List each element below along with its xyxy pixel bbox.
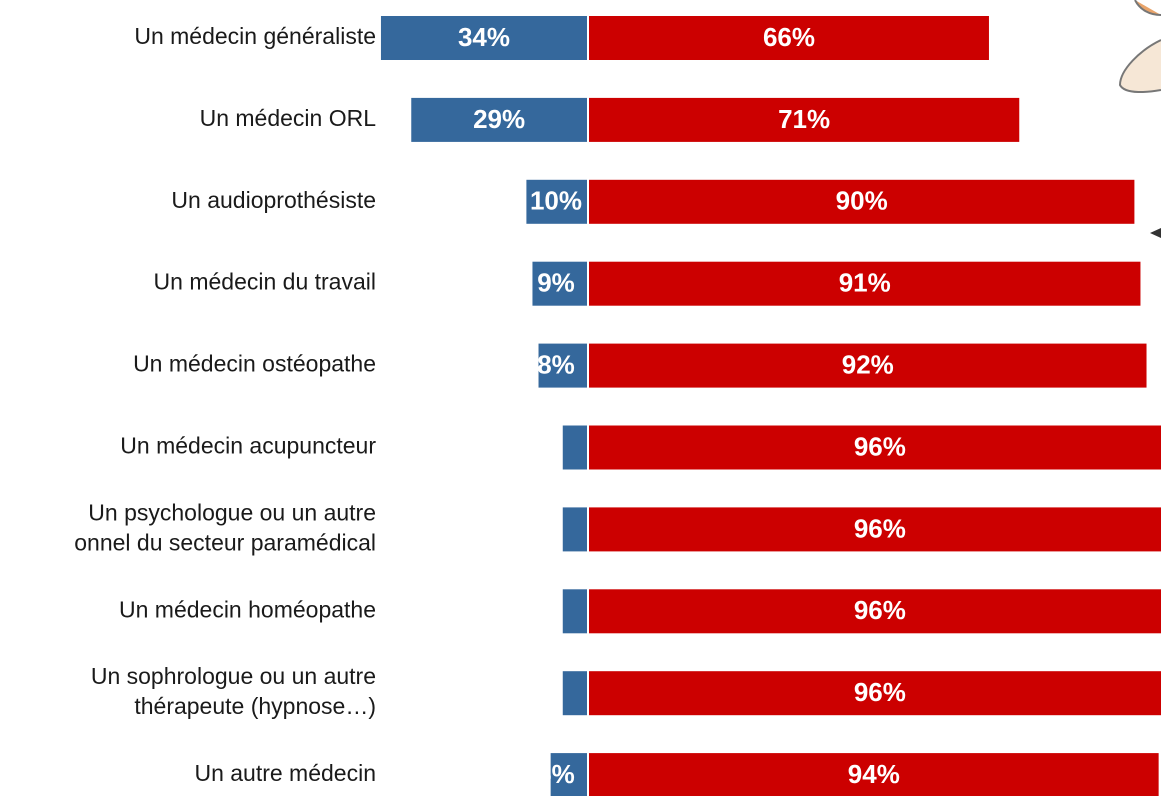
value-label: 96% [854,595,906,625]
category-label: Un médecin ostéopathe [133,351,376,377]
bar-positive [589,179,1135,224]
value-label: 6% [537,759,575,789]
value-label: 9% [537,268,575,298]
bar-positive [589,16,989,60]
bar-negative [411,97,587,142]
bar-negative [562,507,587,552]
bar-positive [589,753,1159,796]
category-label: Un médecin homéopathe [119,596,376,622]
category-label: Un médecin ORL [200,105,377,131]
value-label: 29% [473,104,525,134]
decoration [1118,0,1161,238]
bar-positive [589,671,1161,716]
category-label: Un sophrologue ou un autre thérapeute (hy… [91,663,376,719]
value-label: 66% [763,22,815,52]
category-label: Un autre médecin [194,760,376,786]
ear-illustration [1118,39,1161,93]
value-label: 96% [854,513,906,543]
bar-positive [589,97,1020,142]
bar-positive [589,425,1161,470]
bar-positive [589,261,1141,306]
value-label: 8% [537,349,575,379]
bar-negative [562,671,587,716]
category-label: Un psychologue ou un autre onnel du secte… [74,499,376,555]
category-label: Un médecin du travail [154,269,376,295]
value-label: 96% [854,677,906,707]
bar-negative [380,16,587,60]
arrow-tip [1150,228,1161,238]
bar-positive [589,507,1161,552]
hand-illustration [1134,0,1161,16]
bar-negative [562,589,587,634]
value-label: 91% [839,268,891,298]
value-label: 94% [848,759,900,789]
value-label: 90% [836,186,888,216]
bar-positive [589,343,1147,388]
bar-negative [538,343,587,388]
value-label: 96% [854,431,906,461]
bar-negative [550,753,587,796]
bar-negative [562,425,587,470]
category-label: Un médecin généraliste [134,23,376,49]
value-label: 71% [778,104,830,134]
bar-negative [532,261,587,306]
value-label: 10% [530,186,582,216]
bar-negative [526,179,587,224]
value-label: 92% [842,349,894,379]
category-label: Un audioprothésiste [171,187,376,213]
value-label: 34% [458,22,510,52]
bar-positive [589,589,1161,634]
category-label: Un médecin acupuncteur [120,433,376,459]
